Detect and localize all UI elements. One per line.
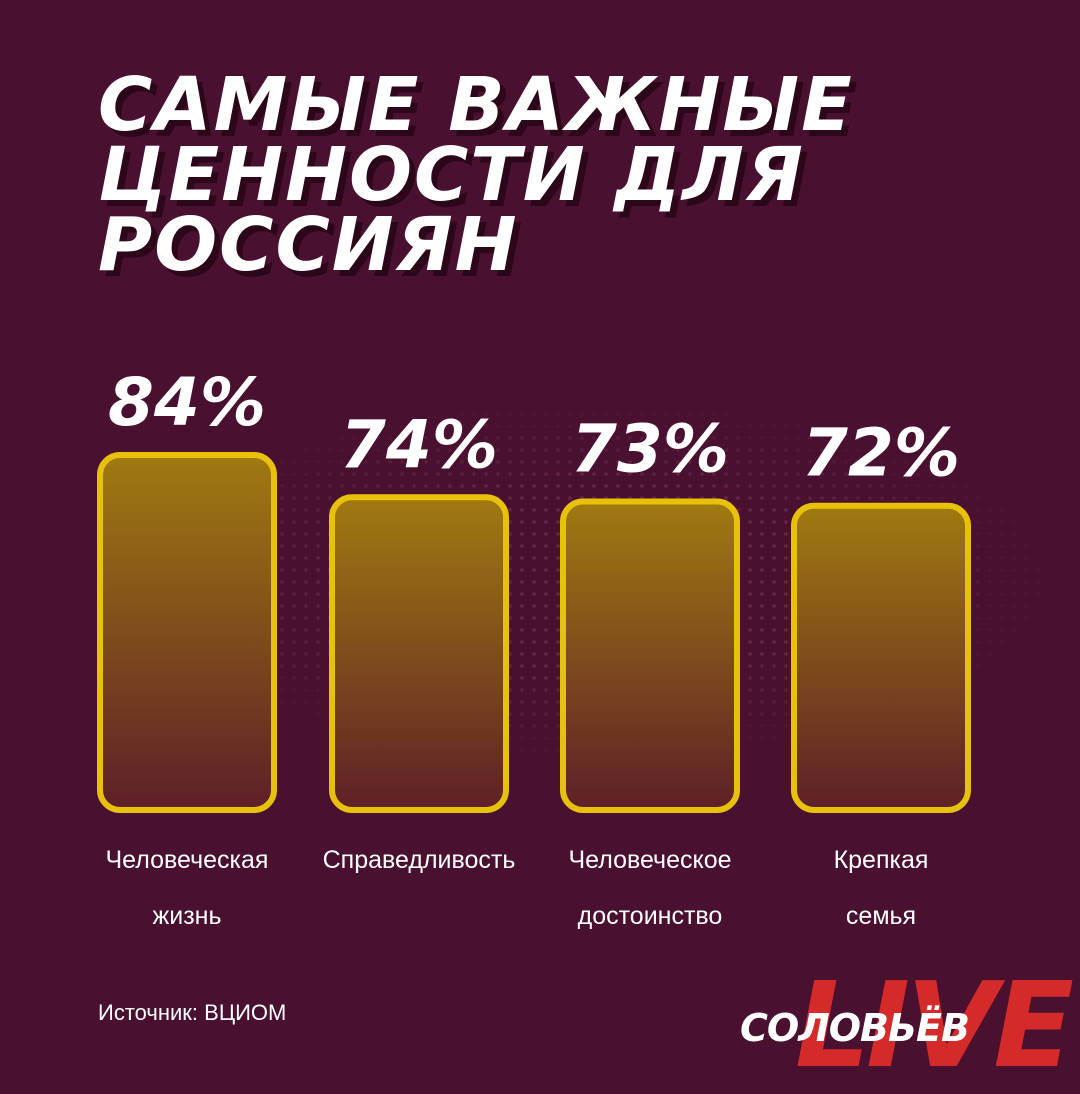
category-label-3: Человеческое достоинство bbox=[568, 846, 732, 930]
category-label-4: Крепкая семья bbox=[833, 846, 929, 930]
logo-live-text: LIVE bbox=[794, 956, 1074, 1094]
bar-value-label-4: 72% bbox=[802, 415, 960, 492]
category-label-2: Справедливость bbox=[322, 846, 516, 874]
bar-1 bbox=[97, 452, 277, 813]
bar-3 bbox=[560, 498, 740, 813]
category-label-1: Человеческая жизнь bbox=[105, 846, 269, 930]
bar-value-label-3: 73% bbox=[571, 410, 729, 487]
source-text: Источник: ВЦИОМ bbox=[98, 1000, 287, 1025]
page-title: САМЫЕ ВАЖНЫЕ ЦЕННОСТИ ДЛЯ РОССИЯН bbox=[98, 62, 854, 288]
brand-logo: LIVE СОЛОВЬЁВ bbox=[740, 956, 1080, 1094]
bar-2 bbox=[329, 494, 509, 813]
logo-name-text: СОЛОВЬЁВ bbox=[740, 1006, 970, 1050]
bar-4 bbox=[791, 502, 971, 813]
bar-value-label-2: 74% bbox=[340, 406, 498, 483]
bar-value-label-1: 84% bbox=[108, 364, 266, 441]
